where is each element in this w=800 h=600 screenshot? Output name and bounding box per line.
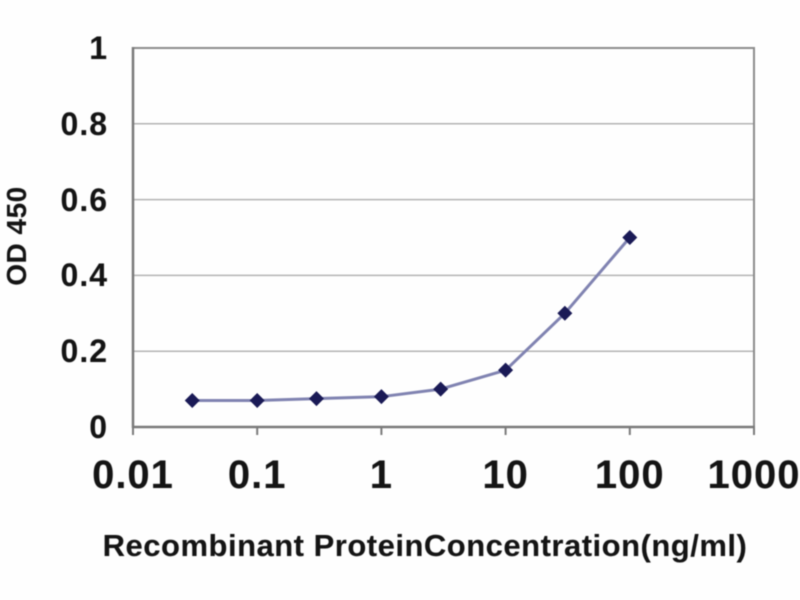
y-tick-label: 0.4 (60, 257, 108, 294)
plot-frame (132, 47, 755, 428)
x-tick-label: 0.01 (92, 453, 174, 497)
x-tick-label: 1 (369, 453, 394, 497)
y-tick-label: 1 (89, 30, 108, 66)
x-tick-label: 0.1 (227, 453, 287, 497)
data-point-marker (184, 392, 200, 408)
y-tick-label: 0 (89, 409, 108, 445)
x-tick-label: 10 (482, 453, 529, 497)
y-tick-label: 0.8 (60, 105, 108, 142)
data-line (192, 236, 631, 402)
data-point-marker (373, 389, 389, 405)
x-axis-title: Recombinant ProteinConcentration(ng/ml) (102, 528, 748, 563)
y-tick-label: 0.6 (60, 181, 108, 218)
data-point-marker (498, 362, 514, 378)
data-point-marker (622, 230, 638, 245)
data-point-marker (557, 305, 573, 321)
data-point-marker (433, 381, 449, 397)
y-axis-title: OD 450 (1, 186, 32, 286)
x-tick-label: 1000 (707, 453, 800, 497)
y-tick-label: 0.2 (60, 333, 108, 370)
data-point-marker (308, 391, 324, 407)
data-point-marker (249, 392, 265, 408)
x-tick-label: 100 (594, 453, 665, 497)
